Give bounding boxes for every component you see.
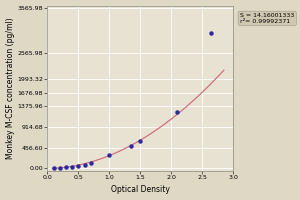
Point xyxy=(51,167,56,170)
Point xyxy=(88,161,93,164)
Text: S = 14.16001333
r²= 0.99992371: S = 14.16001333 r²= 0.99992371 xyxy=(240,13,294,24)
Point xyxy=(107,153,112,157)
Point xyxy=(138,139,143,142)
Point xyxy=(175,110,180,114)
Y-axis label: Monkey M-CSF concentration (pg/ml): Monkey M-CSF concentration (pg/ml) xyxy=(6,18,15,159)
Point xyxy=(82,163,87,166)
Point xyxy=(57,166,62,169)
Point xyxy=(64,166,68,169)
Point xyxy=(209,32,214,35)
Point xyxy=(76,164,81,168)
Point xyxy=(70,165,74,168)
Point xyxy=(129,144,134,148)
X-axis label: Optical Density: Optical Density xyxy=(111,185,170,194)
